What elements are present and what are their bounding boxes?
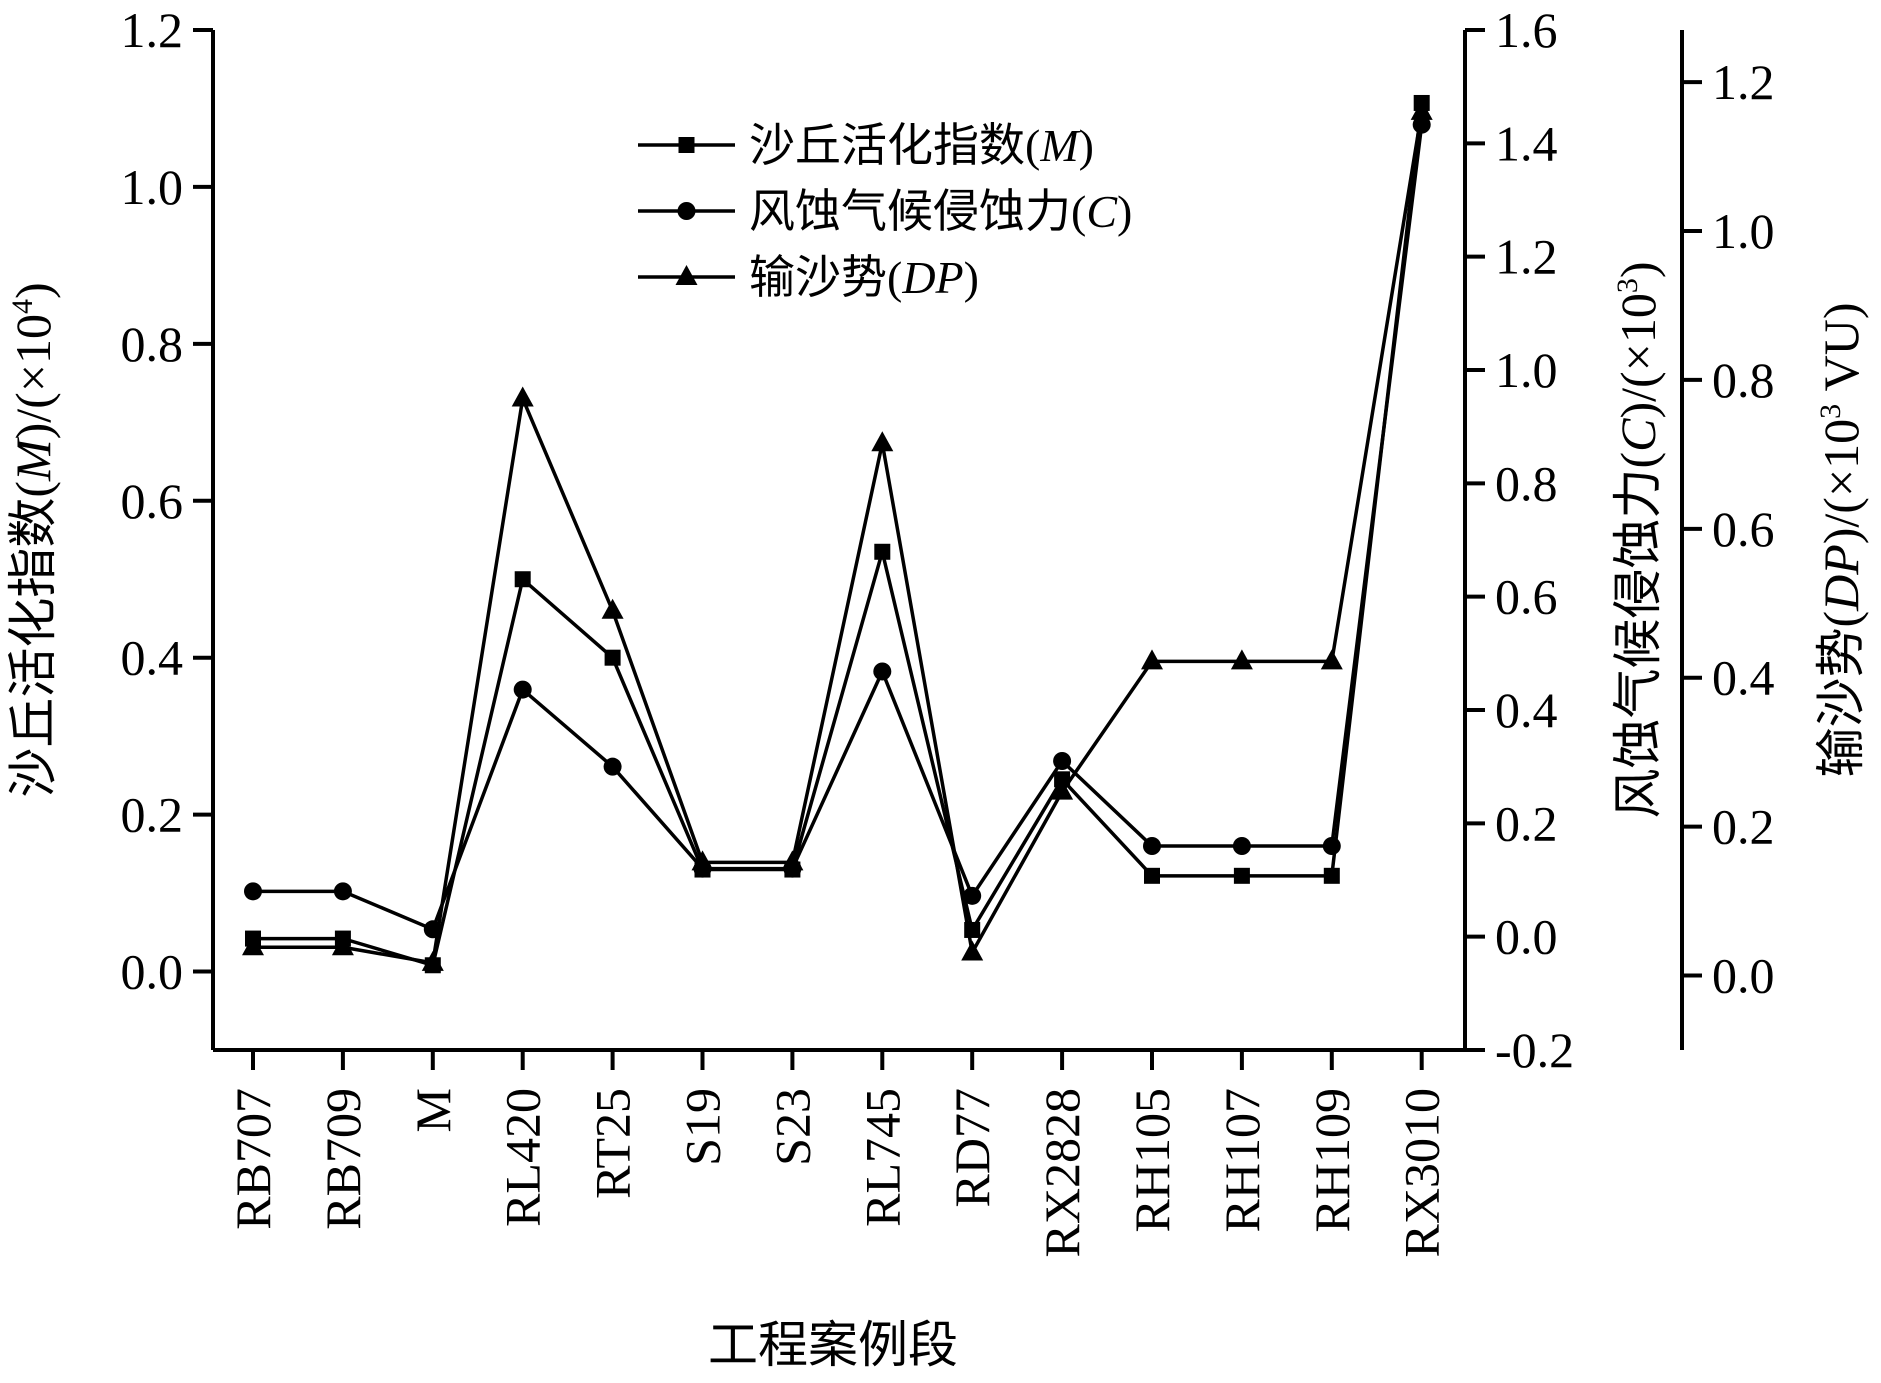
right2-tick-label: 0.2 xyxy=(1712,799,1775,855)
data-point-C xyxy=(1053,752,1072,770)
data-point-C xyxy=(963,886,982,905)
right2-axis-title: 输沙势(DP)/(×103 VU) xyxy=(1813,302,1869,777)
series-layer xyxy=(242,94,1433,974)
series-line-M xyxy=(253,102,1424,968)
data-point-DP xyxy=(781,850,804,871)
data-point-C xyxy=(1143,837,1161,855)
data-point-C xyxy=(513,680,532,699)
right1-tick-label: -0.2 xyxy=(1495,1022,1574,1078)
x-category-label: S23 xyxy=(764,1088,820,1166)
x-category-label: RL420 xyxy=(495,1088,551,1227)
data-point-C xyxy=(603,757,622,776)
data-point-M xyxy=(1323,867,1340,884)
legend-marker xyxy=(678,137,695,153)
x-axis-title: 工程案例段 xyxy=(708,1317,958,1373)
data-point-C xyxy=(333,882,352,901)
x-category-label: RH109 xyxy=(1304,1088,1360,1232)
right1-tick-label: 1.0 xyxy=(1495,342,1558,398)
data-point-M xyxy=(514,571,531,588)
data-point-DP xyxy=(1410,99,1433,120)
x-category-label: RB707 xyxy=(225,1088,281,1230)
data-point-DP xyxy=(331,935,354,956)
x-category-label: M xyxy=(405,1088,461,1132)
data-point-DP xyxy=(1230,649,1253,670)
x-category-label: RH105 xyxy=(1124,1088,1180,1232)
data-point-M xyxy=(1233,867,1250,884)
data-point-M xyxy=(1144,867,1160,884)
right1-tick-label: 0.2 xyxy=(1495,795,1558,851)
data-point-DP xyxy=(871,431,894,452)
right2-tick-label: 0.4 xyxy=(1712,650,1775,706)
axes-layer: 0.0 0.2 0.4 0.6 0.8 1.0 1.2 -0.2 0.0 0.2 0.4 0.6 0.8… xyxy=(5,2,1869,1373)
right1-tick-label: 1.2 xyxy=(1495,229,1558,285)
series-line-DP xyxy=(253,111,1424,965)
left-tick-label: 0.0 xyxy=(121,944,184,1000)
data-point-DP xyxy=(1051,779,1074,800)
data-point-DP xyxy=(1141,649,1163,670)
data-point-C xyxy=(244,882,262,901)
right2-tick-label: 1.0 xyxy=(1712,203,1775,259)
x-category-label: RT25 xyxy=(585,1088,641,1199)
series-DP xyxy=(242,99,1433,971)
legend-item-M: 沙丘活化指数(M) xyxy=(638,120,1094,171)
legend-item-C: 风蚀气候侵蚀力(C) xyxy=(638,186,1132,237)
data-point-DP xyxy=(421,950,444,971)
right1-tick-label: 1.6 xyxy=(1495,2,1558,58)
legend-marker xyxy=(677,202,696,220)
x-category-label: RD77 xyxy=(944,1088,1000,1207)
series-line-C xyxy=(253,124,1424,932)
right1-tick-label: 1.4 xyxy=(1495,115,1558,171)
data-point-DP xyxy=(511,386,534,407)
right2-tick-label: 0.6 xyxy=(1712,501,1775,557)
data-point-M xyxy=(874,543,891,560)
x-category-label: RB709 xyxy=(315,1088,371,1230)
legend-label: 输沙势(DP) xyxy=(749,252,979,303)
series-C xyxy=(244,115,1431,939)
legend-label: 风蚀气候侵蚀力(C) xyxy=(749,186,1132,237)
data-point-DP xyxy=(601,598,624,619)
legend-marker xyxy=(675,265,698,285)
right1-tick-label: 0.6 xyxy=(1495,569,1558,625)
right1-tick-label: 0.0 xyxy=(1495,909,1558,965)
x-category-label: RX3010 xyxy=(1394,1088,1450,1257)
x-category-label: RL745 xyxy=(854,1088,910,1227)
right2-tick-label: 0.8 xyxy=(1712,352,1775,408)
legend-item-DP: 输沙势(DP) xyxy=(638,252,979,303)
left-tick-label: 0.4 xyxy=(121,630,184,686)
legend: 沙丘活化指数(M) 风蚀气候侵蚀力(C) 输沙势(DP) xyxy=(638,120,1132,303)
left-tick-label: 0.2 xyxy=(121,787,184,843)
right1-axis-title: 风蚀气候侵蚀力(C)/(×103) xyxy=(1610,261,1666,818)
left-tick-label: 0.6 xyxy=(121,473,184,529)
data-point-C xyxy=(1322,837,1341,855)
right2-tick-label: 1.2 xyxy=(1712,54,1775,110)
x-category-label: RH107 xyxy=(1214,1088,1270,1232)
data-point-DP xyxy=(242,935,264,956)
data-point-DP xyxy=(1320,649,1343,670)
data-point-DP xyxy=(691,850,714,871)
left-tick-label: 0.8 xyxy=(121,316,184,372)
right1-tick-label: 0.4 xyxy=(1495,682,1558,738)
left-axis-title: 沙丘活化指数(M)/(×104) xyxy=(5,282,61,797)
x-category-label: RX2828 xyxy=(1034,1088,1090,1257)
data-point-C xyxy=(873,662,892,681)
left-tick-label: 1.0 xyxy=(121,159,184,215)
left-tick-label: 1.2 xyxy=(121,2,184,58)
x-category-label: S19 xyxy=(675,1088,731,1166)
data-point-DP xyxy=(961,940,984,961)
legend-label: 沙丘活化指数(M) xyxy=(749,120,1094,171)
data-point-M xyxy=(604,649,621,666)
right2-tick-label: 0.0 xyxy=(1712,948,1775,1004)
data-point-C xyxy=(1232,837,1251,855)
right1-tick-label: 0.8 xyxy=(1495,455,1558,511)
